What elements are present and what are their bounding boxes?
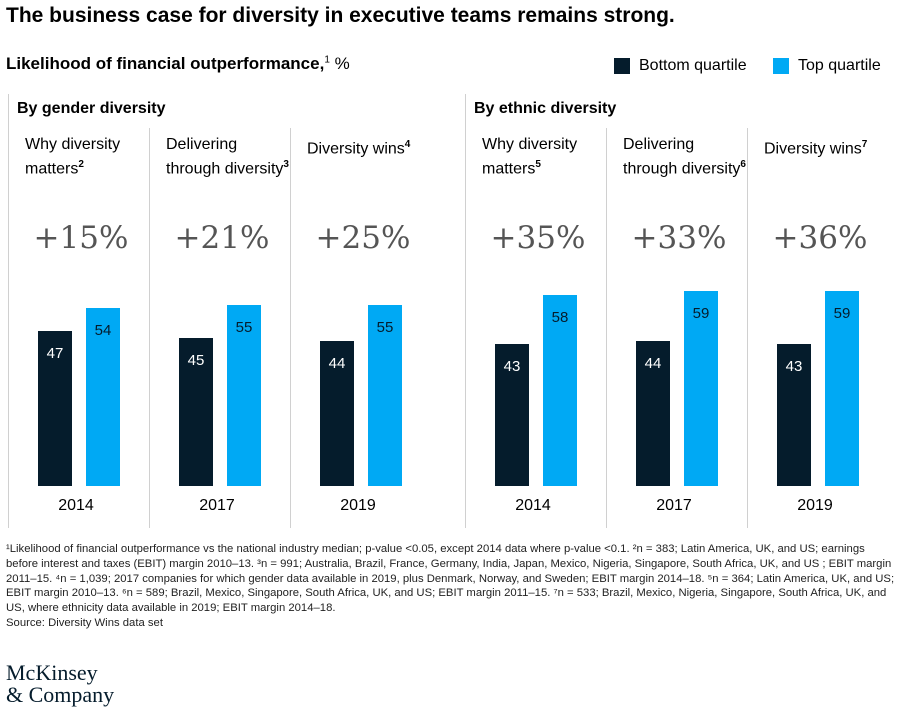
data-label-bottom: 44 <box>644 354 662 372</box>
subtitle-footnote: 1 <box>324 54 330 66</box>
year-label: 2019 <box>340 497 376 514</box>
panel-title-text: Diversity wins <box>307 140 405 158</box>
delta-label: +15% <box>33 220 129 256</box>
delta-label: +25% <box>315 220 411 256</box>
panel: Why diversity matters2 +15% 47 54 2014 <box>10 128 152 528</box>
legend-swatch-top <box>773 58 789 74</box>
panel-title-text: Delivering through diversity <box>623 136 741 178</box>
bar-bottom-quartile <box>320 340 354 486</box>
chart-subtitle: Likelihood of financial outperformance,1… <box>6 54 350 74</box>
data-label-top: 59 <box>692 305 710 323</box>
data-label-bottom: 44 <box>328 354 346 372</box>
panel-title-footnote: 4 <box>404 139 411 150</box>
panel-title-footnote: 3 <box>283 159 289 170</box>
bar-top-quartile <box>227 304 261 486</box>
panel-title-text: Delivering through diversity <box>166 136 284 178</box>
panel-title-text: Why diversity matters <box>25 136 121 178</box>
panel-title: Why diversity matters2 <box>25 135 150 179</box>
panel-divider <box>149 128 150 528</box>
panel-title: Diversity wins7 <box>764 135 889 159</box>
year-label: 2014 <box>58 497 94 514</box>
panel-title-footnote: 2 <box>78 159 84 170</box>
year-label: 2014 <box>515 497 551 514</box>
panel-divider <box>747 128 748 528</box>
panel-title: Delivering through diversity6 <box>623 135 748 179</box>
delta-label: +21% <box>174 220 270 256</box>
panel-title: Diversity wins4 <box>307 135 432 159</box>
logo-line-1: McKinsey <box>6 660 98 685</box>
legend-label: Top quartile <box>798 57 881 74</box>
panel: Diversity wins4 +25% 44 55 2019 <box>292 128 434 528</box>
bar-top-quartile <box>86 307 120 486</box>
footnotes: ¹Likelihood of financial outperformance … <box>6 542 896 631</box>
panel-title: Why diversity matters5 <box>482 135 607 179</box>
bar-top-quartile <box>368 304 402 486</box>
data-label-top: 58 <box>551 308 569 326</box>
group-divider <box>465 94 466 528</box>
bar-top-quartile <box>684 291 718 486</box>
legend-label: Bottom quartile <box>639 57 747 74</box>
chart-title: The business case for diversity in execu… <box>6 4 675 27</box>
panel-title-footnote: 6 <box>740 159 746 170</box>
data-label-bottom: 43 <box>785 358 803 376</box>
logo-line-2: & Company <box>6 682 115 707</box>
delta-label: +35% <box>490 220 586 256</box>
legend-swatch-bottom <box>614 58 630 74</box>
panel-title-footnote: 7 <box>861 139 868 150</box>
delta-label: +33% <box>631 220 727 256</box>
data-label-bottom: 47 <box>46 344 64 362</box>
panel-title: Delivering through diversity3 <box>166 135 291 179</box>
panel-title-text: Diversity wins <box>764 140 862 158</box>
year-label: 2019 <box>797 497 833 514</box>
mckinsey-logo: McKinsey & Company <box>6 662 114 706</box>
data-label-top: 55 <box>376 318 394 336</box>
panel: Delivering through diversity6 +33% 44 59 201… <box>608 128 750 528</box>
subtitle-unit: % <box>329 54 350 73</box>
footnote-text: ¹Likelihood of financial outperformance … <box>6 543 895 615</box>
bar-bottom-quartile <box>38 330 72 486</box>
group-title: By gender diversity <box>17 100 166 117</box>
data-label-top: 54 <box>94 321 112 339</box>
bar-bottom-quartile <box>636 340 670 486</box>
panel-title-text: Why diversity matters <box>482 136 578 178</box>
panel: Diversity wins7 +36% 43 59 2019 <box>749 128 891 528</box>
panel: Delivering through diversity3 +21% 45 55 201… <box>151 128 293 528</box>
group-divider <box>8 94 9 528</box>
panel: Why diversity matters5 +35% 43 58 2014 <box>467 128 609 528</box>
data-label-top: 55 <box>235 318 253 336</box>
bar-bottom-quartile <box>179 337 213 486</box>
panel-divider <box>606 128 607 528</box>
delta-label: +36% <box>772 220 868 256</box>
bar-bottom-quartile <box>777 344 811 486</box>
source-text: Source: Diversity Wins data set <box>6 616 163 629</box>
bar-top-quartile <box>825 291 859 486</box>
year-label: 2017 <box>199 497 235 514</box>
subtitle-text: Likelihood of financial outperformance, <box>6 54 325 73</box>
bar-bottom-quartile <box>495 344 529 486</box>
year-label: 2017 <box>656 497 692 514</box>
data-label-bottom: 43 <box>503 358 521 376</box>
data-label-top: 59 <box>833 305 851 323</box>
bar-top-quartile <box>543 294 577 486</box>
legend-bottom-quartile: Bottom quartile <box>614 57 747 75</box>
data-label-bottom: 45 <box>187 351 205 369</box>
panel-title-footnote: 5 <box>535 159 541 170</box>
legend-top-quartile: Top quartile <box>773 57 881 75</box>
group-title: By ethnic diversity <box>474 100 617 117</box>
panel-divider <box>290 128 291 528</box>
